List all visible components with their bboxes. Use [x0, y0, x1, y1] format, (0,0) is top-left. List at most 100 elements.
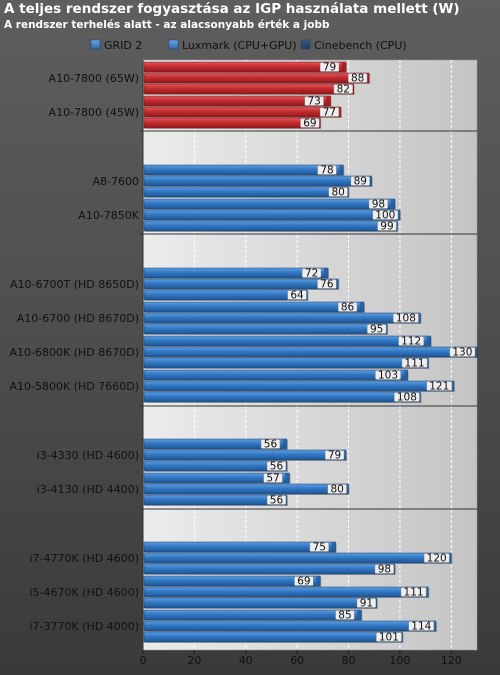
value-label: 114	[411, 621, 431, 633]
value-label-box	[393, 313, 419, 323]
bar	[143, 460, 288, 472]
value-label: 101	[379, 632, 399, 644]
value-label-box	[263, 473, 283, 483]
value-label: 112	[401, 336, 421, 348]
value-label: 89	[354, 176, 367, 188]
value-label-box	[374, 564, 394, 574]
x-axis-ticks: 0 20 40 60 80 100 120	[140, 650, 462, 667]
category-label: A10-6700 (HD 8670D)	[17, 312, 139, 325]
value-label: 77	[323, 107, 336, 119]
bar	[143, 631, 403, 643]
value-label: 120	[427, 553, 447, 565]
value-label-box	[377, 221, 397, 231]
bar-cap	[285, 473, 290, 483]
bar	[143, 494, 288, 506]
bar	[143, 357, 429, 369]
value-label: 75	[313, 542, 326, 554]
bar-cap	[357, 610, 362, 620]
value-label-box	[368, 199, 388, 209]
value-label-box	[317, 279, 337, 289]
x-tick-label: 20	[187, 654, 201, 667]
bar-cap	[390, 199, 395, 209]
bar	[143, 346, 478, 358]
bar	[143, 369, 408, 381]
value-label: 78	[320, 165, 333, 177]
value-label: 73	[307, 96, 320, 108]
category-label: A10-7850K	[78, 209, 139, 222]
bar	[143, 449, 347, 461]
value-label: 121	[429, 381, 449, 393]
value-label-box	[375, 370, 401, 380]
bar	[143, 301, 365, 313]
value-label-box	[317, 165, 337, 175]
value-label: 76	[320, 279, 334, 291]
category-label: A10-6700T (HD 8650D)	[10, 278, 139, 291]
value-label: 80	[331, 187, 344, 199]
category-label: i7-3770K (HD 4000)	[29, 620, 139, 633]
value-label-box	[449, 347, 476, 357]
legend-label: Cinebench (CPU)	[314, 39, 407, 52]
x-tick-label: 120	[441, 654, 462, 667]
bar	[143, 83, 354, 95]
value-label: 130	[452, 347, 472, 359]
value-label-box	[367, 324, 387, 334]
value-label: 91	[360, 598, 373, 610]
value-label-box	[301, 268, 322, 278]
chart-subtitle: A rendszer terhelés alatt - az alacsonya…	[4, 19, 330, 31]
value-label: 85	[338, 610, 351, 622]
value-label-box	[266, 461, 287, 471]
legend-swatch	[90, 39, 101, 50]
value-label: 80	[330, 484, 343, 496]
value-label-box	[304, 96, 324, 106]
value-label-box	[350, 176, 370, 186]
category-labels: A10-7800 (65W) A10-7800 (45W) A8-7600 A10-7…	[10, 72, 140, 633]
legend: GRID 2 Luxmark (CPU+GPU) Cinebench (CPU)	[90, 39, 407, 52]
value-label: 56	[270, 461, 284, 473]
x-tick-label: 100	[389, 654, 410, 667]
value-label-box	[300, 118, 320, 128]
category-label: A8-7600	[93, 175, 140, 188]
value-label: 103	[378, 370, 398, 382]
value-label: 56	[264, 439, 278, 451]
bar-cap	[341, 62, 346, 72]
category-label: i5-4670K (HD 4600)	[29, 586, 139, 599]
category-label: i3-4130 (HD 4400)	[37, 483, 139, 496]
bar	[143, 289, 308, 301]
value-label: 79	[323, 62, 336, 74]
bar-cap	[282, 439, 287, 449]
value-label-box	[309, 542, 329, 552]
value-label: 69	[297, 576, 310, 588]
bar	[143, 312, 421, 324]
value-label-box	[401, 358, 428, 368]
value-label-box	[337, 302, 358, 312]
bar-cap	[426, 336, 431, 346]
bar	[143, 61, 347, 73]
bar	[143, 380, 455, 392]
legend-label: GRID 2	[104, 39, 142, 52]
value-label: 82	[337, 84, 350, 96]
value-label: 111	[405, 358, 425, 370]
bar	[143, 106, 342, 118]
value-label: 56	[270, 495, 284, 507]
value-label: 86	[341, 302, 355, 314]
value-label: 108	[397, 392, 417, 404]
bars: 7988827377697889809810099727664861089511…	[143, 61, 478, 644]
value-label-box	[348, 73, 368, 83]
bar-cap	[316, 576, 321, 586]
bar	[143, 597, 378, 609]
category-label: A10-7800 (45W)	[49, 106, 139, 119]
bar-cap	[323, 268, 328, 278]
bar	[143, 323, 388, 335]
value-label: 69	[303, 118, 316, 130]
value-label-box	[328, 187, 348, 197]
value-label: 95	[370, 324, 383, 336]
value-label-box	[266, 495, 287, 505]
value-label-box	[398, 336, 424, 346]
value-label: 98	[372, 199, 385, 211]
chart-title: A teljes rendszer fogyasztása az IGP has…	[4, 1, 460, 17]
value-label-box	[324, 450, 345, 460]
value-label-box	[400, 587, 427, 597]
category-label: A10-6800K (HD 8670D)	[10, 346, 139, 359]
value-label-box	[319, 62, 340, 72]
